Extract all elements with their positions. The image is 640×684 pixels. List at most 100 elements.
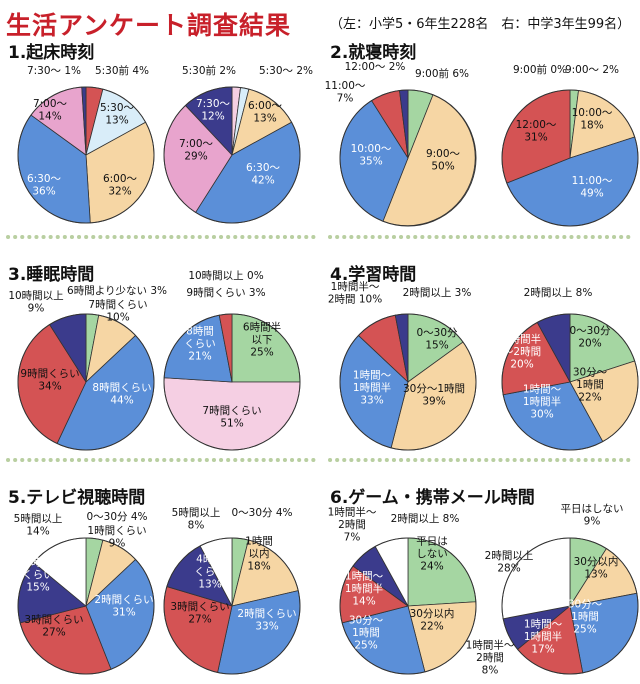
slice-label: 2時間以上 28% [485,550,534,575]
slice-label: 10:00～ 18% [572,107,613,132]
slice-label-line: 10時間以上 [8,290,63,302]
slice-label-line: 1時間～ [345,571,384,583]
pie-chart: 0～30分 15% 30分～1時間 39% 1時間～ 1時間半 33% 1時間半～ 2時間 10… [328,280,477,451]
slice-label-line: 7時間くらい [202,405,261,417]
slice-label-line: 以下 [252,334,273,346]
slice-label: 10:00～ 35% [351,143,392,168]
slice-label-line: 30分以内 [574,555,619,568]
slice-label: 7:00～ 14% [33,98,68,123]
slice-label: 1時間～ 1時間半 14% [345,571,384,608]
slice-label-line: 51% [220,417,243,429]
slice-label: 平日はしない 24% [416,536,448,573]
section-title: 5.テレビ視聴時間 [8,487,145,508]
slice-label-line: 11:00～ [572,175,613,187]
pie-chart: 6時間より少ない 3% 7時間くらい 10% 8時間くらい 44% 9時間くらい 34% 10… [8,285,167,451]
slice-label: 5:30前 2% [182,64,236,77]
pie-outline [163,313,301,451]
pie-outline [339,313,477,451]
slice-label-line: 12% [201,110,224,122]
slice-label-line: 49% [580,187,603,199]
slice-label: 9時間くらい 3% [186,287,265,299]
slice-label-line: 0～30分 4% [86,511,147,523]
slice-label: 1時間～ 1時間半 33% [353,370,392,407]
slice-label-line: 30分～ [573,367,608,379]
slice-label-line: 5:30前 4% [95,64,149,77]
slice-label-line: 30分～ [349,615,384,627]
slice-label-line: 2時間以上 8% [524,287,593,299]
slice-label: 平日はしない 9% [561,503,624,528]
slice-label: 0～30分 15% [416,327,458,352]
slice-label: 1時間半～2時間 20% [503,333,541,371]
slice-label-line: 15% [26,582,49,594]
slice-label-line: 7:00～ [179,138,214,150]
slice-label: 9:00～ 2% [565,64,619,76]
pie-outline [163,537,301,675]
slice-label: 30分～ 1時間 22% [573,367,608,404]
slice-label-line: 1時間 [576,379,604,391]
slice-label-line: 31% [524,131,547,143]
slice-label: 1時間くらい 9% [87,525,146,550]
slice-label-line: 1時間半 [345,582,383,595]
slice-label-line: 1時間～ [353,370,392,382]
slice-label: 30分～ 1時間 25% [349,615,384,652]
slice-label-line: 4時間 [24,557,52,569]
slice-label-line: 10時間以上 0% [188,270,263,282]
pie-outline [17,86,155,224]
slice-label: 7:00～ 29% [179,138,214,163]
slice-label-line: 33% [255,620,278,632]
slice-label-line: 8時間くらい [92,382,151,394]
slice-label-line: 2時間くらい [94,594,153,606]
pie-outline [163,86,301,224]
section-title: 2.就寝時刻 [330,42,416,63]
pie-outline [501,313,639,451]
slice-label-line: 7% [337,92,354,104]
slice-label-line: くらい [194,566,226,578]
slice-label: 1時間以内 18% [245,536,273,573]
slice-label-line: 50% [431,160,454,172]
slice-label-line: 10% [106,311,129,323]
slice-label-line: 8% [482,665,499,677]
slice-label-line: 5:30～ [100,102,135,114]
slice-label: 6時間半以下 25% [243,321,281,359]
slice-label-line: 1時間半～ [466,639,515,652]
slice-label: 7時間くらい 51% [202,405,261,430]
slice-label: 10時間以上 0% [188,270,263,282]
slice-label-line: 13% [253,112,276,124]
pie-chart: 5:30前 4% 5:30～ 13% 6:00～ 32% 6:30～ 36% 7:00～ 14%… [17,64,155,224]
slice-label-line: 25% [354,640,377,652]
slice-label: 1時間半～ 2時間 8% [466,639,515,677]
slice-label-line: 7:00～ [33,98,68,110]
slice-label-line: 2時間以上 3% [403,287,472,299]
slice-label-line: 13% [584,568,607,580]
slice-label: 5時間以上 8% [172,507,221,532]
slice-label: 9時間くらい 34% [20,368,79,393]
slice-label: 8時間くらい 44% [92,382,151,407]
slice-label: 10時間以上 9% [8,290,63,315]
slice-label-line: 2時間 [476,652,504,664]
slice-label-line: 29% [184,150,207,162]
slice-label: 0～30分 4% [86,511,147,523]
slice-label-line: 14% [352,596,375,608]
slice-label-line: 30% [530,409,553,421]
section-title: 6.ゲーム・携帯メール時間 [330,487,535,508]
slice-label: 6時間より少ない 3% [67,285,167,297]
slice-label-line: 28% [497,562,520,574]
slice-label-line: 18% [580,119,603,131]
slice-label-line: 1時間～ [523,384,562,396]
slice-label: 6:00～ 32% [103,173,138,198]
slice-label-line: 10:00～ [572,107,613,119]
slice-label: 8時間くらい 21% [184,326,216,363]
slice-label: 12:00～ 31% [516,119,557,144]
slice-label-line: 0～30分 [416,327,458,339]
pie-outline [339,537,477,675]
slice-label-line: くらい [184,338,216,350]
slice-label-line: 6:30～ [27,173,62,185]
slice-label-line: 13% [198,579,221,591]
slice-label: 0～30分 20% [569,325,611,350]
slice-label-line: 25% [250,347,273,359]
slice-label: 9:00～ 50% [426,148,461,173]
slice-label: 1時間半～ 2時間 7% [328,506,377,544]
slice-label-line: 5時間以上 [172,507,221,519]
slice-label: 2時間以上 8% [391,513,460,525]
slice-label-line: ～2時間 [503,346,541,358]
